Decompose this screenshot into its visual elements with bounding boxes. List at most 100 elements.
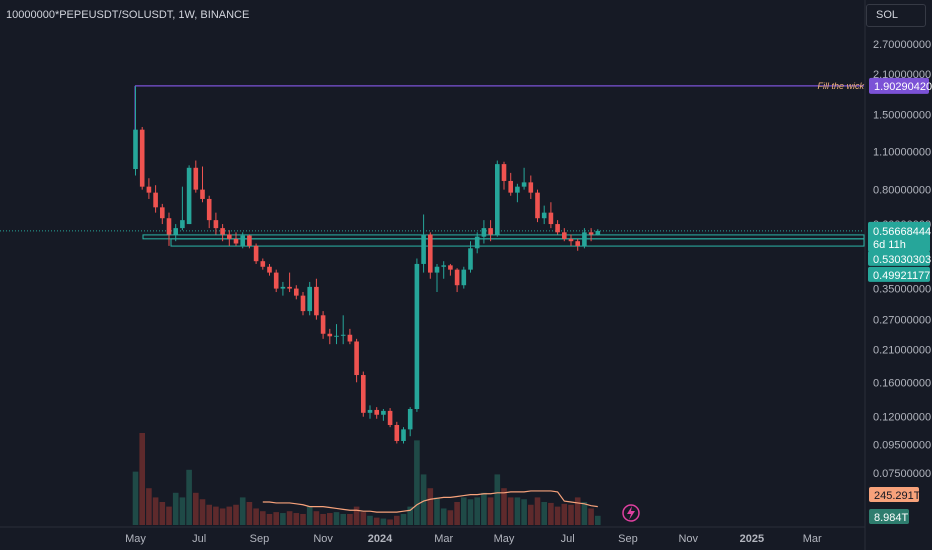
candle — [354, 338, 359, 383]
candle — [340, 315, 346, 345]
candle — [501, 161, 507, 190]
price-tick-label: 0.07500000 — [873, 468, 931, 480]
volume-bar — [440, 508, 447, 525]
volume-bar — [280, 513, 286, 525]
candle — [387, 408, 393, 428]
volume-bar — [561, 503, 568, 525]
candle — [401, 427, 406, 444]
candle — [488, 220, 493, 242]
candle — [381, 409, 386, 421]
candle — [474, 232, 480, 254]
candle — [133, 86, 138, 176]
candle — [374, 407, 379, 419]
candle — [193, 160, 199, 193]
volume-bar — [347, 513, 353, 525]
time-tick-label: May — [125, 533, 146, 545]
candlestick-series — [133, 86, 601, 444]
volume-bar — [434, 497, 440, 525]
volume-bar — [333, 512, 340, 525]
candle — [481, 220, 487, 244]
candle — [334, 324, 339, 345]
volume-bar — [548, 502, 554, 525]
volume-bar — [414, 440, 420, 525]
candle — [206, 195, 212, 229]
volume-bar — [179, 497, 186, 525]
volume-bar — [373, 517, 380, 525]
candle — [508, 172, 513, 196]
chart-drawings[interactable]: Fill the wick — [0, 81, 865, 247]
lightning-icon[interactable] — [622, 504, 640, 522]
time-tick-label: Jul — [192, 533, 206, 545]
scale-currency-button[interactable]: SOL — [866, 4, 926, 27]
price-tick-label: 0.16000000 — [873, 377, 931, 389]
candle — [273, 269, 279, 293]
volume-bar — [534, 497, 541, 525]
symbol-title[interactable]: 10000000*PEPEUSDT/SOLUSDT, 1W, BINANCE — [6, 9, 250, 21]
volume-bar — [387, 519, 393, 525]
candle — [307, 281, 312, 316]
price-tick-label: 0.27000000 — [873, 315, 931, 327]
time-tick-label: 2025 — [740, 533, 764, 545]
svg-text:6d 11h: 6d 11h — [873, 239, 906, 251]
volume-bar — [199, 499, 206, 525]
candle — [495, 160, 500, 237]
candle — [180, 186, 185, 231]
volume-bar — [541, 502, 547, 525]
candle — [521, 167, 527, 190]
candle — [287, 272, 292, 293]
candle — [327, 328, 333, 345]
candle — [200, 166, 205, 203]
volume-bar — [487, 497, 494, 525]
candle — [233, 232, 239, 246]
time-tick-label: May — [494, 533, 515, 545]
candle — [240, 232, 245, 249]
candle — [267, 263, 272, 276]
candle — [515, 183, 520, 203]
candle — [314, 278, 319, 320]
svg-text:0.56668444: 0.56668444 — [873, 226, 931, 238]
candle — [361, 371, 366, 417]
volume-bar — [420, 474, 427, 525]
volume-tag: 8.984T — [869, 509, 909, 524]
candle — [448, 263, 453, 276]
volume-bars — [132, 433, 601, 525]
candle — [294, 285, 299, 300]
candle — [595, 229, 601, 236]
candle — [253, 243, 259, 264]
volume-bar — [246, 502, 253, 525]
volume-bar — [193, 492, 199, 525]
candle — [548, 202, 554, 229]
volume-bar — [306, 506, 313, 525]
volume-bar — [146, 488, 152, 525]
volume-bar — [132, 471, 139, 525]
volume-bar — [521, 499, 527, 525]
candle — [428, 232, 433, 279]
price-tick-label: 0.80000000 — [873, 185, 931, 197]
volume-bar — [427, 488, 434, 525]
support-zone-lower[interactable] — [170, 238, 865, 247]
volume-bar — [327, 513, 333, 525]
candle — [186, 165, 192, 225]
time-tick-label: Mar — [434, 533, 453, 545]
candle — [394, 421, 400, 444]
volume-bar — [501, 488, 507, 525]
volume-bar — [454, 502, 460, 525]
candle — [588, 228, 594, 242]
time-axis[interactable]: May Jul Sep Nov 2024 Mar May Jul Sep Nov 2025 Mar — [125, 533, 822, 545]
price-tick-label: 0.21000000 — [873, 345, 931, 357]
volume-bar — [206, 504, 212, 525]
candle — [555, 220, 560, 235]
volume-bar — [568, 504, 574, 525]
volume-bar — [353, 506, 360, 525]
chart-grid — [0, 0, 866, 550]
volume-bar — [528, 504, 534, 525]
candle — [421, 214, 426, 273]
candle — [173, 224, 178, 242]
svg-text:0.53030303: 0.53030303 — [873, 254, 931, 266]
candle — [247, 234, 252, 249]
volume-bar — [588, 508, 594, 525]
volume-bar — [360, 512, 367, 525]
